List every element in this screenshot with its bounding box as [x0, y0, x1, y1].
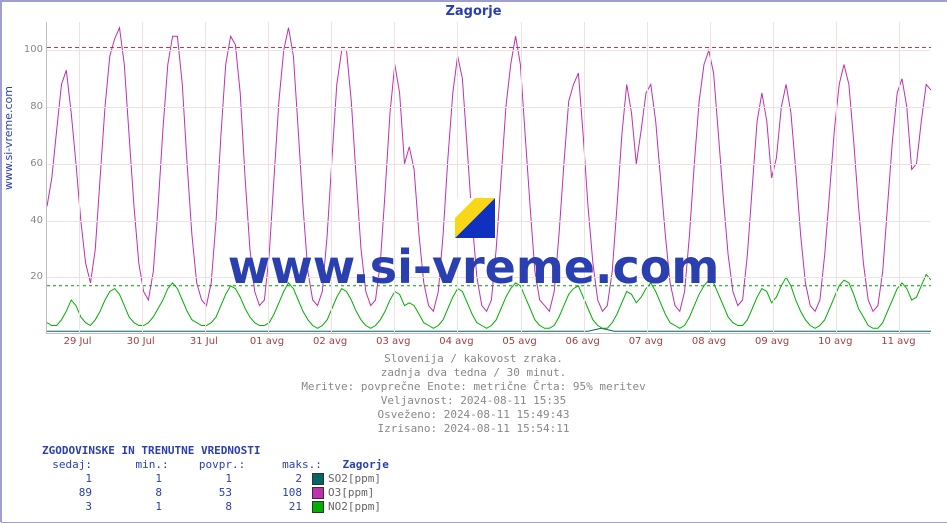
caption-line: Osveženo: 2024-08-11 15:49:43 — [0, 408, 947, 422]
series-line — [47, 328, 931, 331]
gridline-h — [47, 164, 930, 165]
gridline-v — [710, 22, 711, 333]
xtick-label: 11 avg — [868, 336, 928, 347]
xtick-label: 01 avg — [237, 336, 297, 347]
stats-row: 89853108 O3[ppm] — [42, 486, 389, 500]
ytick-label: 80 — [13, 101, 43, 112]
stat-sedaj: 1 — [42, 472, 92, 486]
ytick-label: 100 — [13, 44, 43, 55]
stat-povpr: 8 — [162, 500, 232, 514]
chart-title: Zagorje — [0, 4, 947, 19]
xtick-label: 09 avg — [742, 336, 802, 347]
stat-maks: 108 — [232, 486, 302, 500]
stats-header: min.: — [99, 458, 169, 472]
gridline-h — [47, 107, 930, 108]
xtick-label: 08 avg — [679, 336, 739, 347]
chart-svg — [47, 22, 931, 334]
caption-line: Izrisano: 2024-08-11 15:54:11 — [0, 422, 947, 436]
stat-maks: 21 — [232, 500, 302, 514]
stats-header-row: sedaj: min.: povpr.: maks.: Zagorje — [42, 458, 389, 472]
stat-maks: 2 — [232, 472, 302, 486]
ytick-label: 40 — [13, 215, 43, 226]
xtick-label: 30 Jul — [111, 336, 171, 347]
legend-label: NO2[ppm] — [328, 500, 381, 513]
stats-title: ZGODOVINSKE IN TRENUTNE VREDNOSTI — [42, 444, 389, 458]
stats-header: sedaj: — [42, 458, 92, 472]
gridline-h — [47, 50, 930, 51]
watermark-logo — [455, 198, 495, 238]
xtick-label: 31 Jul — [174, 336, 234, 347]
gridline-v — [836, 22, 837, 333]
series-line — [47, 274, 931, 328]
legend-swatch — [312, 487, 324, 499]
caption-block: Slovenija / kakovost zraka. zadnja dva t… — [0, 352, 947, 436]
gridline-v — [899, 22, 900, 333]
caption-line: Veljavnost: 2024-08-11 15:35 — [0, 394, 947, 408]
stat-povpr: 53 — [162, 486, 232, 500]
gridline-v — [331, 22, 332, 333]
gridline-v — [79, 22, 80, 333]
gridline-v — [584, 22, 585, 333]
legend-swatch — [312, 473, 324, 485]
caption-line: Meritve: povprečne Enote: metrične Črta:… — [0, 380, 947, 394]
stats-block: ZGODOVINSKE IN TRENUTNE VREDNOSTI sedaj:… — [42, 444, 389, 514]
xtick-label: 06 avg — [553, 336, 613, 347]
stat-sedaj: 89 — [42, 486, 92, 500]
ytick-label: 20 — [13, 271, 43, 282]
gridline-h — [47, 277, 930, 278]
xtick-label: 10 avg — [805, 336, 865, 347]
stat-min: 1 — [92, 500, 162, 514]
legend-swatch — [312, 501, 324, 513]
stats-row: 31821 NO2[ppm] — [42, 500, 389, 514]
stat-sedaj: 3 — [42, 500, 92, 514]
xtick-label: 04 avg — [426, 336, 486, 347]
xtick-label: 03 avg — [363, 336, 423, 347]
gridline-v — [647, 22, 648, 333]
stat-povpr: 1 — [162, 472, 232, 486]
legend-label: SO2[ppm] — [328, 472, 381, 485]
gridline-v — [457, 22, 458, 333]
caption-line: zadnja dva tedna / 30 minut. — [0, 366, 947, 380]
legend-label: O3[ppm] — [328, 486, 374, 499]
plot-area — [46, 22, 930, 334]
xtick-label: 02 avg — [300, 336, 360, 347]
stat-min: 1 — [92, 472, 162, 486]
gridline-v — [268, 22, 269, 333]
stats-header: maks.: — [252, 458, 322, 472]
stat-min: 8 — [92, 486, 162, 500]
xtick-label: 07 avg — [616, 336, 676, 347]
series-line — [47, 28, 931, 312]
gridline-v — [394, 22, 395, 333]
gridline-v — [205, 22, 206, 333]
ytick-label: 60 — [13, 158, 43, 169]
gridline-v — [142, 22, 143, 333]
xtick-label: 05 avg — [490, 336, 550, 347]
stats-row: 1112SO2[ppm] — [42, 472, 389, 486]
stats-header: povpr.: — [175, 458, 245, 472]
gridline-v — [521, 22, 522, 333]
stats-station: Zagorje — [343, 458, 389, 471]
caption-line: Slovenija / kakovost zraka. — [0, 352, 947, 366]
xtick-label: 29 Jul — [48, 336, 108, 347]
gridline-v — [773, 22, 774, 333]
